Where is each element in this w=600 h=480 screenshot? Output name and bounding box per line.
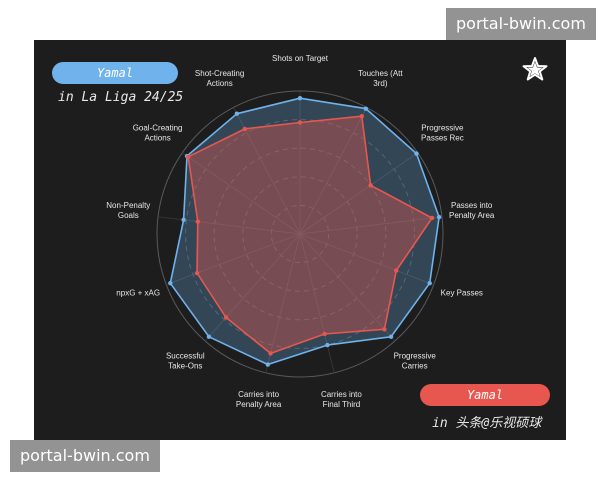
grid-spoke — [299, 216, 443, 235]
category-labels: Shots on Target Touches (Att 3rd) Progressi… — [106, 54, 495, 409]
watermark-top: portal-bwin.com — [446, 8, 596, 40]
grid-ring-2 — [242, 176, 358, 292]
grid-ring-4 — [185, 119, 415, 349]
series-area-blue — [169, 97, 440, 366]
category-label: Carries into Penalty Area — [236, 390, 282, 409]
data-point-red — [195, 219, 200, 224]
data-point-blue — [168, 280, 173, 286]
data-point-blue — [206, 334, 212, 339]
grid-spoke — [182, 152, 301, 235]
data-point-blue — [234, 111, 240, 116]
category-label: Shots on Target — [272, 54, 329, 63]
data-point-blue — [265, 362, 271, 367]
category-label: Carries into Final Third — [321, 390, 362, 409]
category-label: Goal-Creating Actions — [133, 124, 183, 143]
data-point-red — [394, 268, 399, 273]
grid-spoke — [204, 233, 301, 342]
data-point-red — [242, 126, 248, 132]
grid-spoke — [299, 107, 367, 235]
grid-spoke — [299, 233, 434, 286]
data-point-red — [185, 154, 191, 160]
series-area-red — [187, 115, 433, 355]
grid-ring-3 — [213, 147, 387, 321]
legend-red-badge: Yamal — [420, 384, 550, 406]
watermark-bottom: portal-bwin.com — [10, 440, 160, 472]
data-point-blue — [363, 106, 368, 111]
data-point-blue — [427, 280, 432, 286]
radar-grid — [156, 90, 444, 378]
category-label: Passes into Penalty Area — [449, 201, 495, 220]
data-point-red — [194, 270, 200, 276]
legend-blue-badge: Yamal — [52, 62, 178, 84]
grid-spoke — [166, 233, 301, 286]
legend-blue-subtitle: in La Liga 24/25 — [58, 90, 184, 105]
category-label: Touches (Att 3rd) — [358, 69, 403, 88]
grid-spoke — [299, 233, 335, 373]
data-point-red — [297, 120, 303, 125]
category-label: Successful Take-Ons — [166, 352, 205, 371]
data-point-red — [429, 215, 435, 221]
category-label: npxG + xAG — [116, 288, 160, 297]
data-point-red — [359, 114, 365, 119]
data-point-red — [368, 183, 373, 188]
category-label: Progressive Carries — [394, 352, 437, 371]
category-label: Non-Penalty Goals — [106, 201, 150, 220]
data-point-red — [268, 351, 273, 356]
data-point-red — [223, 315, 229, 320]
category-label: Shot-Creating Actions — [195, 69, 244, 88]
legend-red-subtitle: in 头条@乐视硕球 — [432, 416, 542, 431]
data-point-blue — [436, 214, 442, 220]
grid-spoke — [299, 152, 418, 235]
star-icon — [522, 57, 548, 81]
category-label: Key Passes — [441, 288, 483, 297]
data-point-blue — [181, 217, 186, 223]
data-point-blue — [388, 334, 394, 339]
category-label: Progressive Passes Rec — [421, 124, 464, 143]
grid-ring-1 — [270, 204, 330, 264]
grid-spoke — [265, 233, 301, 373]
radar-series — [168, 95, 442, 367]
data-point-blue — [297, 95, 303, 101]
data-point-red — [322, 331, 327, 337]
grid-spoke — [299, 233, 396, 342]
data-point-blue — [414, 151, 419, 156]
data-point-blue — [325, 342, 330, 348]
data-point-red — [382, 327, 387, 332]
